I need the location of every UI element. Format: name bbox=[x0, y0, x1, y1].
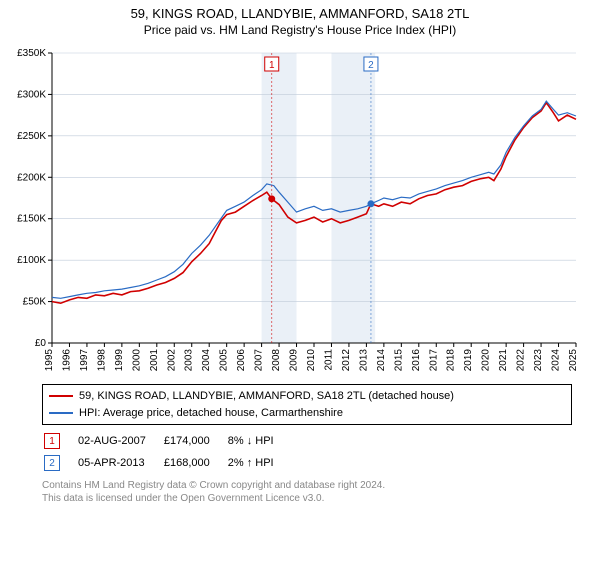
svg-text:£300K: £300K bbox=[17, 89, 46, 100]
svg-text:2024: 2024 bbox=[551, 349, 562, 372]
svg-text:2017: 2017 bbox=[428, 349, 439, 372]
svg-text:2022: 2022 bbox=[516, 349, 527, 372]
marker-date: 02-AUG-2007 bbox=[78, 431, 162, 451]
svg-text:£250K: £250K bbox=[17, 131, 46, 142]
svg-text:2004: 2004 bbox=[201, 349, 212, 372]
svg-text:2025: 2025 bbox=[568, 349, 579, 372]
svg-text:£150K: £150K bbox=[17, 214, 46, 225]
svg-text:2003: 2003 bbox=[184, 349, 195, 372]
svg-text:2015: 2015 bbox=[393, 349, 404, 372]
legend: 59, KINGS ROAD, LLANDYBIE, AMMANFORD, SA… bbox=[42, 384, 572, 425]
svg-text:1995: 1995 bbox=[44, 349, 55, 372]
svg-text:£100K: £100K bbox=[17, 255, 46, 266]
svg-text:1998: 1998 bbox=[96, 349, 107, 372]
svg-text:1997: 1997 bbox=[79, 349, 90, 372]
svg-text:1999: 1999 bbox=[114, 349, 125, 372]
marker-price: £174,000 bbox=[164, 431, 226, 451]
page-title: 59, KINGS ROAD, LLANDYBIE, AMMANFORD, SA… bbox=[0, 6, 600, 21]
svg-text:2016: 2016 bbox=[411, 349, 422, 372]
svg-text:£50K: £50K bbox=[23, 297, 47, 308]
svg-text:2019: 2019 bbox=[463, 349, 474, 372]
marker-box-icon: 2 bbox=[44, 455, 60, 471]
marker-delta: 8% ↓ HPI bbox=[228, 431, 290, 451]
marker-row: 2 05-APR-2013£168,0002% ↑ HPI bbox=[44, 453, 290, 473]
svg-text:2020: 2020 bbox=[481, 349, 492, 372]
svg-text:1: 1 bbox=[269, 60, 275, 71]
page-subtitle: Price paid vs. HM Land Registry's House … bbox=[0, 23, 600, 37]
svg-text:1996: 1996 bbox=[61, 349, 72, 372]
footer-line: This data is licensed under the Open Gov… bbox=[42, 492, 572, 505]
svg-text:2018: 2018 bbox=[446, 349, 457, 372]
svg-text:2005: 2005 bbox=[219, 349, 230, 372]
marker-box-icon: 1 bbox=[44, 433, 60, 449]
line-chart: £0 £50K £100K £150K £200K £250K £300K £350K 1995… bbox=[12, 45, 588, 375]
svg-text:2009: 2009 bbox=[289, 349, 300, 372]
svg-text:2011: 2011 bbox=[323, 349, 334, 371]
svg-text:2: 2 bbox=[368, 60, 374, 71]
chart-container: £0 £50K £100K £150K £200K £250K £300K £350K 1995… bbox=[12, 45, 588, 378]
legend-label: 59, KINGS ROAD, LLANDYBIE, AMMANFORD, SA… bbox=[79, 388, 454, 405]
legend-row: 59, KINGS ROAD, LLANDYBIE, AMMANFORD, SA… bbox=[49, 388, 565, 405]
svg-text:£350K: £350K bbox=[17, 48, 46, 59]
marker-date: 05-APR-2013 bbox=[78, 453, 162, 473]
marker-table: 1 02-AUG-2007£174,0008% ↓ HPI 2 05-APR-2013… bbox=[42, 429, 292, 475]
footer: Contains HM Land Registry data © Crown c… bbox=[42, 479, 572, 505]
legend-row: HPI: Average price, detached house, Carm… bbox=[49, 405, 565, 422]
svg-text:2013: 2013 bbox=[358, 349, 369, 372]
marker-delta: 2% ↑ HPI bbox=[228, 453, 290, 473]
svg-text:2002: 2002 bbox=[166, 349, 177, 372]
svg-text:2023: 2023 bbox=[533, 349, 544, 372]
svg-text:2008: 2008 bbox=[271, 349, 282, 372]
marker-price: £168,000 bbox=[164, 453, 226, 473]
svg-text:2000: 2000 bbox=[131, 349, 142, 372]
svg-text:2001: 2001 bbox=[149, 349, 160, 372]
svg-text:2014: 2014 bbox=[376, 349, 387, 372]
svg-text:£200K: £200K bbox=[17, 172, 46, 183]
legend-swatch bbox=[49, 412, 73, 414]
legend-label: HPI: Average price, detached house, Carm… bbox=[79, 405, 343, 422]
legend-swatch bbox=[49, 395, 73, 397]
svg-text:2007: 2007 bbox=[254, 349, 265, 372]
svg-text:£0: £0 bbox=[35, 338, 47, 349]
svg-text:2021: 2021 bbox=[498, 349, 509, 372]
svg-text:2006: 2006 bbox=[236, 349, 247, 372]
svg-text:2012: 2012 bbox=[341, 349, 352, 372]
footer-line: Contains HM Land Registry data © Crown c… bbox=[42, 479, 572, 492]
marker-row: 1 02-AUG-2007£174,0008% ↓ HPI bbox=[44, 431, 290, 451]
svg-text:2010: 2010 bbox=[306, 349, 317, 372]
